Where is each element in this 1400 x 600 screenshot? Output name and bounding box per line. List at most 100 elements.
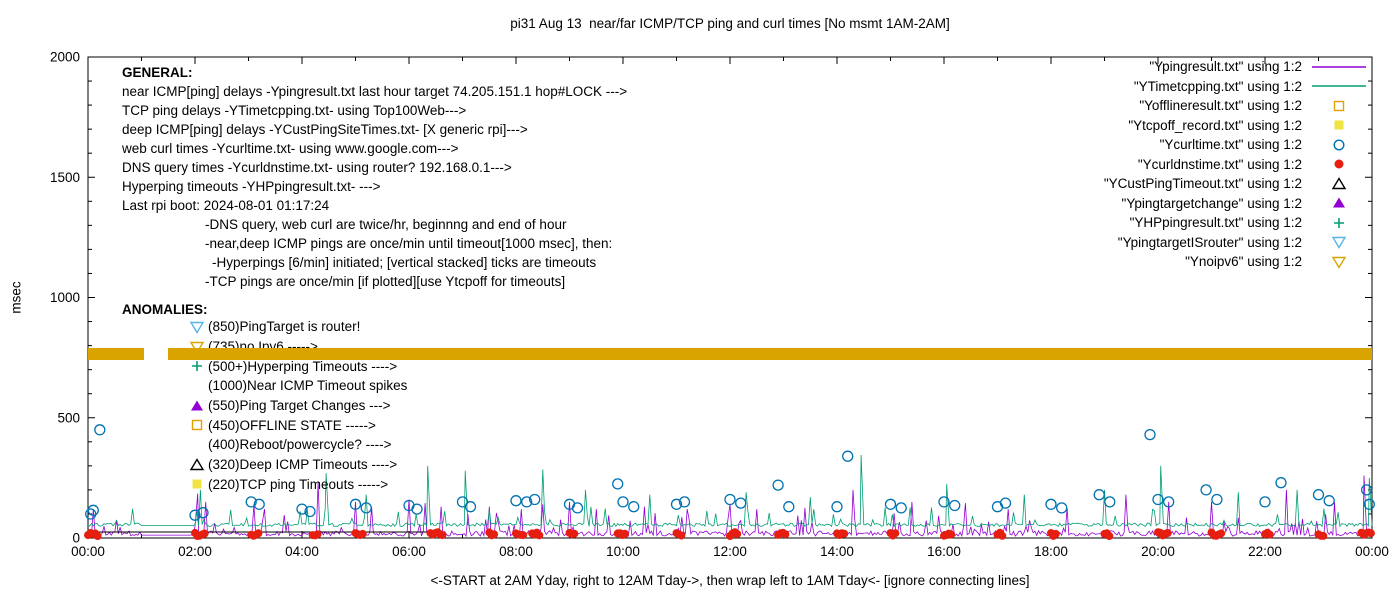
curl-time-point (296, 503, 308, 515)
curl-time-point (360, 502, 372, 514)
dns-time-point (1163, 529, 1172, 537)
circle-open-marker-icon (1333, 139, 1345, 151)
curl-time-point (1144, 428, 1156, 441)
triangle-down-open-marker-icon (1331, 237, 1347, 250)
x-tick-label: 16:00 (927, 544, 961, 559)
triangle-up-open-marker-icon (1331, 176, 1347, 189)
anomaly-row: (850)PingTarget is router! (122, 317, 407, 337)
curl-time-point (571, 502, 584, 514)
square-open-marker-icon (191, 420, 203, 431)
legend-label: "Ycurldnstime.txt" using 1:2 (1137, 156, 1302, 172)
curl-time-point (831, 501, 843, 513)
curl-time-point (245, 496, 257, 508)
legend-label: "Ypingtargetchange" using 1:2 (1121, 195, 1302, 211)
curl-time-point (1363, 498, 1375, 510)
curl-time-point (349, 498, 362, 510)
y-tick-label: 1500 (50, 170, 80, 185)
curl-time-point (628, 501, 640, 513)
anomaly-text: (220)TCP ping Timeouts -----> (208, 476, 389, 492)
x-axis-note: <-START at 2AM Yday, right to 12AM Tday-… (430, 573, 1030, 588)
dns-time-point (93, 532, 102, 541)
curl-time-point (678, 496, 691, 508)
anomaly-text: (320)Deep ICMP Timeouts ----> (208, 457, 398, 473)
dns-time-point (1265, 530, 1274, 539)
curl-time-point (735, 497, 747, 509)
curl-time-point (1163, 496, 1175, 508)
noipv6-band (168, 348, 1372, 361)
general-line: Hyperping timeouts -YHPpingresult.txt- -… (122, 179, 381, 194)
curl-time-point (1200, 484, 1212, 496)
general-line: near ICMP[ping] delays -Ypingresult.txt … (122, 84, 628, 99)
triangle-down-open-marker-icon (189, 321, 205, 334)
dns-time-point (1366, 529, 1375, 538)
dns-time-point (200, 529, 209, 538)
curl-time-point (1211, 493, 1223, 506)
curl-time-point (510, 495, 522, 507)
x-tick-label: 06:00 (392, 544, 426, 559)
curl-time-point (521, 496, 533, 508)
legend-entry: "YHPpingresult.txt" using 1:2 (1000, 213, 1372, 233)
x-tick-label: 04:00 (285, 544, 319, 559)
curl-time-point (529, 493, 541, 506)
curl-time-point (1312, 489, 1325, 501)
general-line: web curl times -Ycurltime.txt- using www… (122, 141, 459, 156)
curl-time-point (999, 497, 1012, 509)
curl-time-point (1056, 502, 1068, 514)
x-tick-label: 22:00 (1248, 544, 1282, 559)
x-tick-label: 10:00 (606, 544, 640, 559)
general-line: -near,deep ICMP pings are once/min until… (205, 236, 613, 251)
chart-title: pi31 Aug 13 near/far ICMP/TCP ping and c… (510, 16, 950, 31)
anomaly-text: (550)Ping Target Changes ---> (208, 398, 391, 414)
anomaly-row: (1000)Near ICMP Timeout spikes (122, 376, 407, 396)
none-marker-icon (188, 437, 206, 453)
curl-time-point (842, 450, 854, 462)
square-filled-marker-icon (1334, 120, 1344, 130)
dns-time-point (1319, 531, 1328, 540)
curl-time-point (949, 499, 961, 512)
dns-time-point (840, 529, 849, 538)
triangle-up-filled-marker-icon (191, 400, 203, 411)
dns-time-point (535, 531, 544, 540)
noipv6-band (88, 348, 145, 361)
anomalies-annotation-block: ANOMALIES: (850)PingTarget is router! (73… (122, 302, 407, 494)
anomaly-text: (500+)Hyperping Timeouts ----> (208, 358, 398, 374)
curl-time-point (1152, 493, 1164, 506)
curl-time-point (1275, 477, 1287, 489)
dns-time-point (891, 529, 900, 538)
anomaly-rows: (850)PingTarget is router! (735)no Ipv6 -… (122, 317, 407, 494)
general-annotation-block: GENERAL: near ICMP[ping] delays -Ypingre… (122, 63, 627, 291)
legend-label: "YpingtargetISrouter" using 1:2 (1117, 234, 1302, 250)
general-line: -DNS query, web curl are twice/hr, begin… (205, 217, 567, 232)
anomalies-heading: ANOMALIES: (122, 302, 208, 317)
legend-label: "Ynoipv6" using 1:2 (1185, 254, 1302, 270)
square-filled-marker-icon (192, 479, 202, 489)
curl-time-point (189, 509, 201, 521)
general-line: TCP ping delays -YTimetcpping.txt- using… (122, 103, 467, 118)
x-tick-label: 08:00 (499, 544, 533, 559)
curl-time-point (304, 505, 316, 518)
line-marker-icon (1312, 85, 1366, 88)
triangle-up-open-marker-icon (189, 457, 205, 470)
curl-time-point (253, 498, 265, 510)
anomaly-row: (550)Ping Target Changes ---> (122, 396, 407, 416)
none-marker-icon (188, 378, 206, 394)
legend-entry: "Ytcpoff_record.txt" using 1:2 (1000, 116, 1372, 136)
general-line: Last rpi boot: 2024-08-01 01:17:24 (122, 198, 330, 213)
dns-time-point (947, 530, 956, 539)
curl-time-point (197, 507, 209, 519)
legend-entry: "YTimetcpping.txt" using 1:2 (1000, 77, 1372, 97)
general-line: -Hyperpings [6/min] initiated; [vertical… (212, 255, 597, 270)
curl-time-point (612, 478, 624, 490)
triangle-down-open-marker-icon (1331, 256, 1347, 269)
curl-time-point (1259, 496, 1271, 508)
triangle-up-filled-marker-icon (1333, 197, 1345, 208)
curl-time-point (617, 496, 629, 508)
legend-label: "YTimetcpping.txt" using 1:2 (1133, 78, 1302, 94)
anomaly-text: (850)PingTarget is router! (208, 319, 361, 335)
legend-entry: "Ycurltime.txt" using 1:2 (1000, 135, 1372, 155)
dns-time-point (254, 529, 263, 538)
curl-time-point (464, 501, 477, 513)
y-tick-label: 1000 (50, 290, 80, 305)
dns-time-point (677, 531, 686, 540)
